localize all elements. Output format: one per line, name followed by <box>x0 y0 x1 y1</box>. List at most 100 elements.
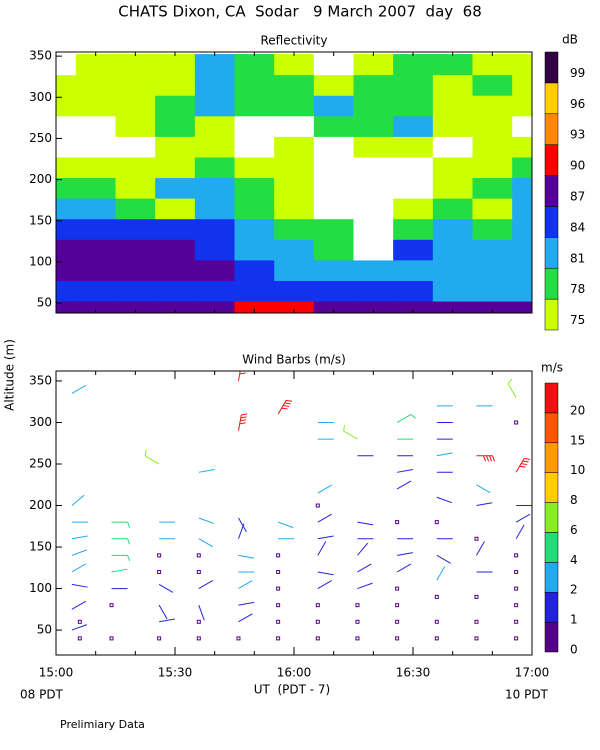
heat-cell <box>432 280 473 302</box>
wind-barb <box>237 523 245 539</box>
heat-cell <box>155 218 196 240</box>
heat-cell <box>115 301 156 313</box>
wind-barb <box>357 582 373 590</box>
heat-cell <box>353 136 394 158</box>
heat-cell <box>353 74 394 96</box>
heat-cell <box>56 136 77 158</box>
y-tick-label: 100 <box>29 254 52 268</box>
wind-barb <box>317 513 332 523</box>
colorbar-swatch <box>544 412 559 444</box>
wind-barb <box>515 524 525 539</box>
heat-cell <box>234 177 275 199</box>
heat-cell <box>115 54 156 76</box>
heat-cell <box>194 136 235 158</box>
heat-cell <box>393 218 434 240</box>
heat-cell <box>393 156 434 179</box>
wind-barb <box>476 502 493 507</box>
heat-cell <box>432 218 473 240</box>
heat-cell <box>155 115 196 137</box>
y-tick-label: 50 <box>37 623 52 637</box>
wind-barb <box>238 517 247 533</box>
heat-cell <box>313 74 354 96</box>
heat-cell <box>472 239 513 261</box>
colorbar-swatch <box>544 621 559 653</box>
x-tick-label: 16:00 <box>277 666 312 680</box>
x-tick-label: 15:30 <box>158 666 193 680</box>
colorbar-tick-label: 90 <box>570 159 585 173</box>
y-tick-label: 350 <box>29 373 52 387</box>
heat-cell <box>393 177 434 199</box>
calm-marker <box>77 619 82 624</box>
colorbar-swatch <box>544 442 559 473</box>
calm-marker <box>474 536 479 541</box>
calm-marker <box>157 569 162 574</box>
heat-cell <box>274 177 315 199</box>
plot-frame <box>55 370 533 656</box>
colorbar-tick-label: 15 <box>570 433 585 447</box>
colorbar-tick-label: 93 <box>570 128 585 142</box>
colorbar-swatch <box>544 562 559 593</box>
heat-cell <box>353 218 394 240</box>
heat-cell <box>234 280 275 302</box>
heat-cell <box>313 156 354 179</box>
colorbar-tick-label: 20 <box>570 403 585 417</box>
calm-marker <box>196 636 201 641</box>
heat-cell <box>274 218 315 240</box>
colorbar-tick-label: 10 <box>570 463 585 477</box>
page-title: CHATS Dixon, CA Sodar 9 March 2007 day 6… <box>118 3 482 21</box>
wind-barb <box>515 457 531 473</box>
heat-cell <box>432 301 473 313</box>
heat-cell <box>155 301 196 313</box>
calm-marker <box>196 553 201 558</box>
heat-cell <box>313 301 354 313</box>
y-tick-label: 100 <box>29 581 52 595</box>
wind-barb <box>396 414 416 423</box>
heat-cell <box>155 54 196 76</box>
heat-cell <box>393 239 434 261</box>
colorbar-swatch <box>544 175 559 207</box>
heat-cell <box>155 136 196 158</box>
heat-cell <box>234 95 275 117</box>
wind-barb <box>71 600 86 610</box>
heat-cell <box>115 136 156 158</box>
heat-cell <box>115 239 156 261</box>
wind-barb <box>158 604 168 620</box>
wind-barb <box>111 538 131 545</box>
heat-cell <box>472 156 513 179</box>
wind-barb <box>158 583 174 593</box>
heat-cell <box>115 218 156 240</box>
calm-marker <box>434 520 439 525</box>
heat-cell <box>115 156 156 179</box>
heat-cell <box>274 115 315 137</box>
wind-barb <box>144 449 160 465</box>
heat-cell <box>472 218 513 240</box>
heat-cell <box>56 239 77 261</box>
calm-marker <box>355 636 360 641</box>
heat-cell <box>472 259 513 281</box>
heat-cell <box>313 218 354 240</box>
heat-cell <box>56 156 77 179</box>
heat-cell <box>512 301 532 313</box>
colorbar-swatch <box>544 591 559 623</box>
colorbar-tick-label: 99 <box>570 66 585 80</box>
wind-barb <box>111 521 131 528</box>
heat-cell <box>194 198 235 220</box>
calm-marker <box>157 553 162 558</box>
colorbar-label: dB <box>562 33 578 47</box>
wind-barb <box>357 563 372 573</box>
heat-cell <box>313 177 354 199</box>
heat-cell <box>353 177 394 199</box>
wind-barb <box>277 399 293 415</box>
calm-marker <box>514 420 519 425</box>
heat-cell <box>313 280 354 302</box>
heat-cell <box>194 156 235 179</box>
colorbar-tick-label: 75 <box>570 313 585 327</box>
x-right-note: 10 PDT <box>505 688 549 702</box>
y-tick-label: 250 <box>29 131 52 145</box>
heat-cell <box>155 239 196 261</box>
heat-cell <box>75 259 116 281</box>
heat-cell <box>432 156 473 179</box>
y-tick-label: 200 <box>29 172 52 186</box>
wind-barb <box>507 378 517 398</box>
heat-cell <box>472 301 513 313</box>
